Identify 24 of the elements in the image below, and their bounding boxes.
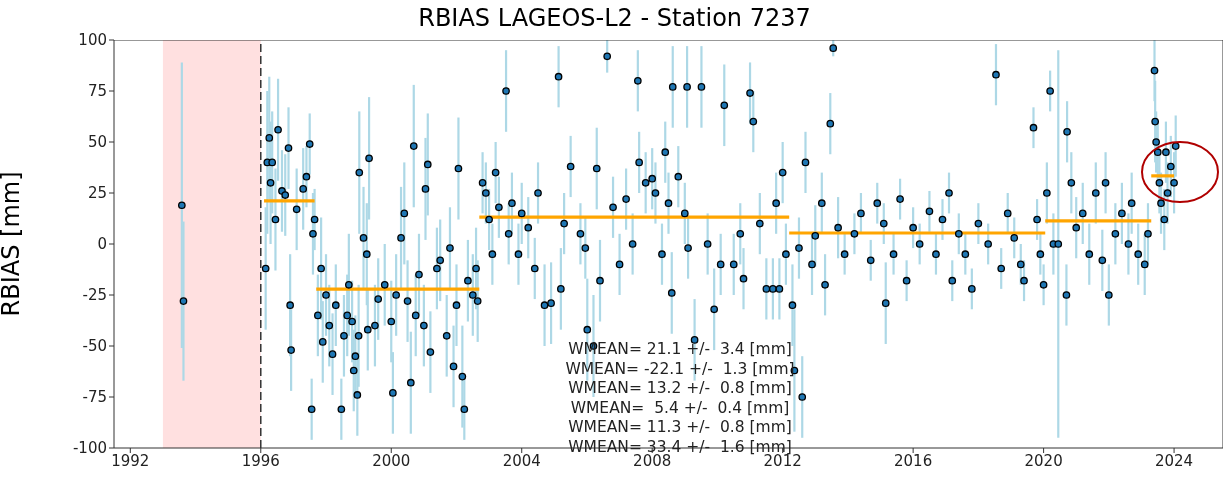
x-tick-label: 2016 (894, 451, 933, 470)
y-tick-label: 100 (78, 31, 107, 50)
annotation: WMEAN= -22.1 +/- 1.3 [mm] (564, 359, 796, 379)
annotation: WMEAN= 13.2 +/- 0.8 [mm] (567, 379, 793, 399)
annotation: WMEAN= 21.1 +/- 3.4 [mm] (567, 340, 793, 360)
y-tick-label: 25 (87, 184, 107, 203)
chart-title: RBIAS LAGEOS-L2 - Station 7237 (417, 4, 812, 32)
x-tick-label: 2000 (372, 451, 411, 470)
y-tick-label: -75 (82, 388, 107, 407)
x-tick-label: 2020 (1024, 451, 1063, 470)
y-tick-label: 0 (97, 235, 107, 254)
x-tick-label: 1992 (111, 451, 150, 470)
y-tick-label: -50 (82, 337, 107, 356)
y-tick-label: 50 (87, 133, 107, 152)
y-axis-title: RBIAS [mm] (0, 171, 25, 317)
x-tick-label: 2004 (502, 451, 541, 470)
y-tick-label: -25 (82, 286, 107, 305)
y-tick-label: -100 (72, 439, 107, 458)
annotation: WMEAN= 11.3 +/- 0.8 [mm] (567, 418, 793, 438)
x-tick-label: 2008 (633, 451, 672, 470)
x-tick-label: 1996 (241, 451, 280, 470)
x-tick-label: 2024 (1154, 451, 1194, 470)
y-tick-label: 75 (87, 82, 107, 101)
annotation: WMEAN= 5.4 +/- 0.4 [mm] (569, 398, 791, 418)
